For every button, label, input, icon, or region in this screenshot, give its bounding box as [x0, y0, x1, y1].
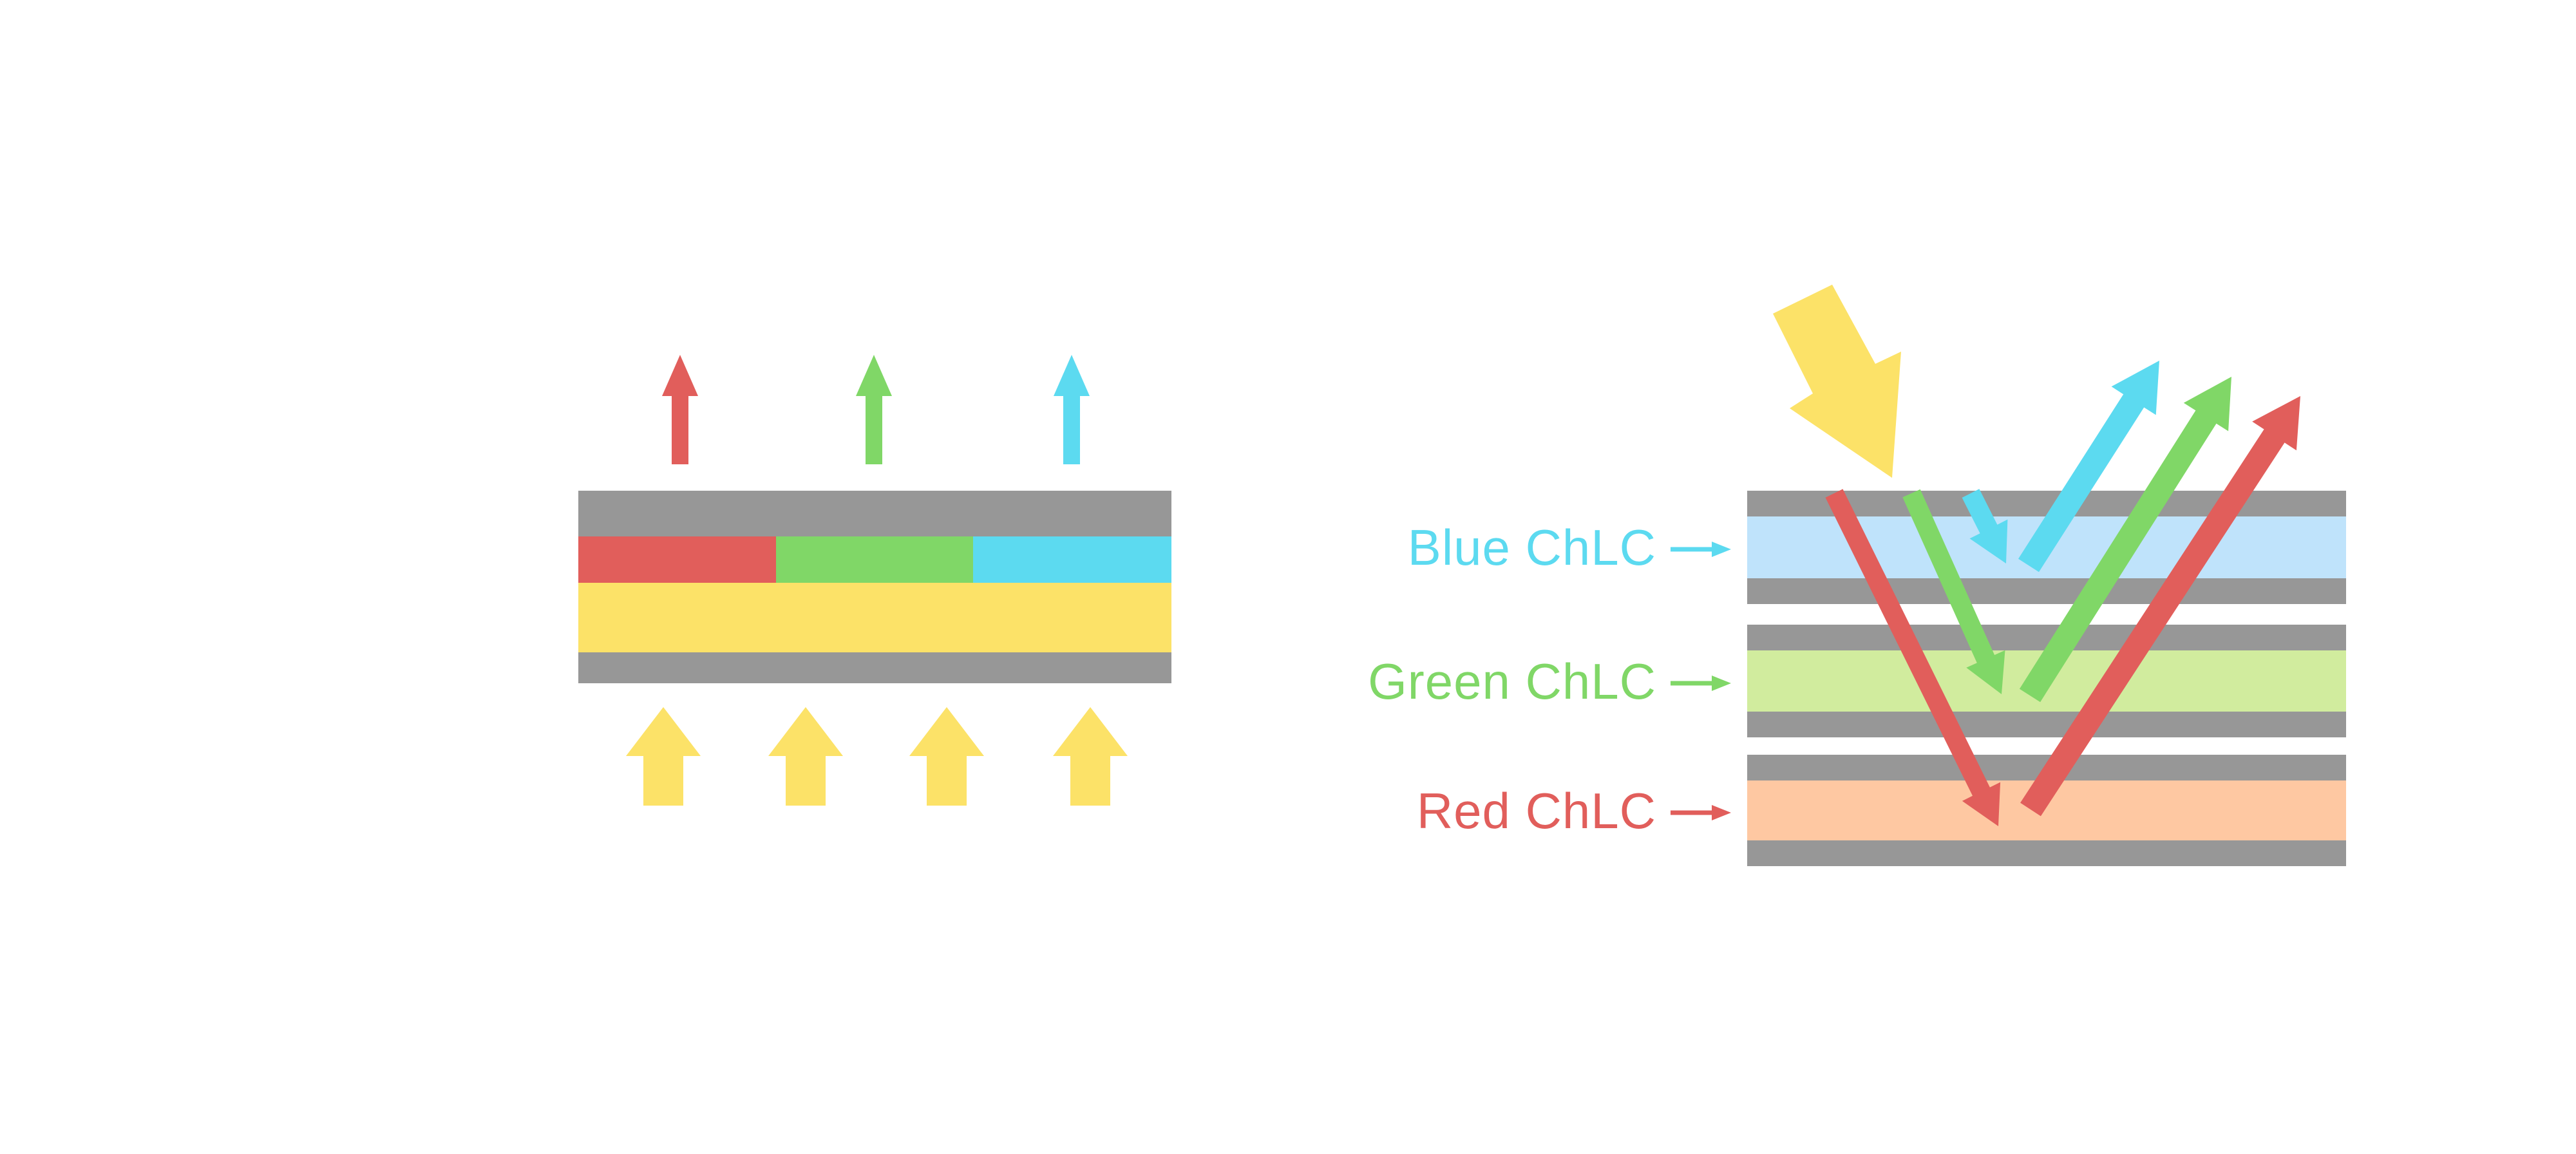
incident-white-light-arrow	[1773, 285, 1901, 478]
right-glass-bar	[1747, 712, 2346, 737]
right-green-reflected-ray-arrow	[2019, 377, 2231, 703]
left-emitted-cyan-light-arrow	[1054, 355, 1090, 464]
right-cyan-reflected-ray-arrow	[2018, 361, 2159, 572]
left-backlight-arrow	[1053, 707, 1128, 806]
left-backlight-layer	[578, 583, 1171, 652]
left-bottom-glass-bar	[578, 652, 1171, 683]
right-glass-bar	[1747, 840, 2346, 866]
left-emitted-red-light-arrow	[662, 355, 698, 464]
left-backlight-arrow	[626, 707, 701, 806]
red-chlc-label: Red ChLC	[1417, 782, 1656, 839]
right-diagram-chlc-reflective-stack	[1671, 285, 2346, 866]
left-diagram-backlit-rgb-display	[578, 355, 1171, 806]
left-cyan-pixel-segment	[973, 536, 1171, 583]
cyan-label-pointer-arrow	[1671, 542, 1731, 557]
right-cyan-transmitted-ray-arrow	[1962, 489, 2008, 563]
right-green-transmitted-ray-arrow	[1902, 489, 2005, 694]
left-red-pixel-segment	[578, 536, 776, 583]
left-top-glass-bar	[578, 491, 1171, 536]
left-emitted-green-light-arrow	[856, 355, 892, 464]
right-red-transmitted-ray-arrow	[1825, 489, 2001, 826]
left-backlight-arrow	[909, 707, 984, 806]
left-backlight-arrow	[768, 707, 843, 806]
blue-chlc-label: Blue ChLC	[1408, 519, 1656, 576]
right-red-reflected-ray-arrow	[2020, 396, 2300, 817]
green-label-pointer-arrow	[1671, 676, 1731, 691]
red-label-pointer-arrow	[1671, 805, 1731, 820]
left-green-pixel-segment	[776, 536, 973, 583]
layer-labels: Blue ChLC Green ChLC Red ChLC	[1368, 519, 1656, 839]
right-glass-bar	[1747, 578, 2346, 604]
green-chlc-label: Green ChLC	[1368, 653, 1656, 710]
